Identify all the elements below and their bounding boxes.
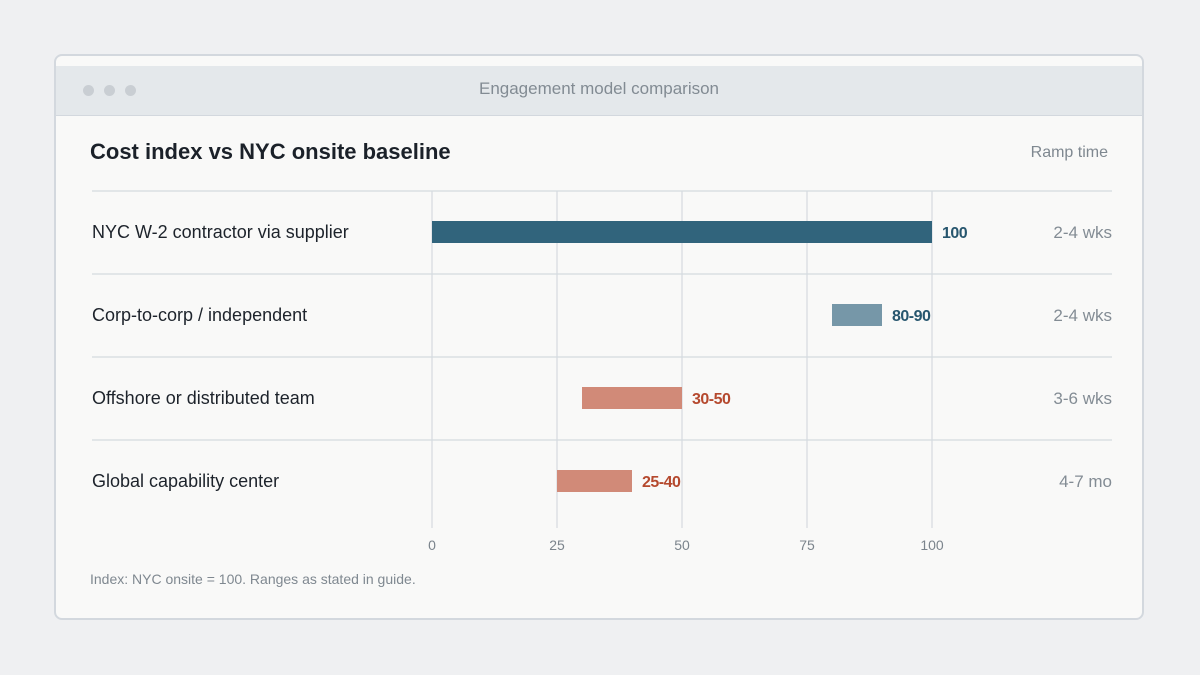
- chart-footnote: Index: NYC onsite = 100. Ranges as state…: [90, 571, 416, 587]
- window-dot-icon: [104, 85, 115, 96]
- value-label: 80-90: [892, 308, 931, 325]
- value-label: 25-40: [642, 474, 681, 491]
- cost-index-chart: NYC W-2 contractor via supplier 100 2-4 wk…: [92, 190, 1112, 553]
- ramp-time-header: Ramp time: [1030, 144, 1108, 161]
- row-label: Corp-to-corp / independent: [92, 305, 307, 325]
- ramp-time-value: 4-7 mo: [1059, 472, 1112, 491]
- row-label: Offshore or distributed team: [92, 388, 315, 408]
- x-tick-label: 0: [428, 537, 436, 553]
- range-bar: [432, 221, 932, 243]
- window-dot-icon: [125, 85, 136, 96]
- value-label: 100: [942, 225, 968, 242]
- row-label: Global capability center: [92, 471, 279, 491]
- range-bar: [557, 470, 632, 492]
- x-tick-label: 25: [549, 537, 565, 553]
- window-title: Engagement model comparison: [478, 79, 720, 98]
- x-tick-label: 100: [920, 537, 944, 553]
- chart-window: Engagement model comparison Cost index v…: [54, 54, 1144, 620]
- ramp-time-value: 3-6 wks: [1053, 389, 1112, 408]
- range-bar: [582, 387, 682, 409]
- window-titlebar: Engagement model comparison: [56, 66, 1142, 116]
- row-label: NYC W-2 contractor via supplier: [92, 222, 349, 242]
- range-bar: [832, 304, 882, 326]
- value-label: 30-50: [692, 391, 731, 408]
- x-tick-label: 50: [674, 537, 690, 553]
- chart-title: Cost index vs NYC onsite baseline: [90, 139, 451, 164]
- ramp-time-value: 2-4 wks: [1053, 306, 1112, 325]
- ramp-time-value: 2-4 wks: [1053, 223, 1112, 242]
- window-dot-icon: [83, 85, 94, 96]
- x-tick-label: 75: [799, 537, 815, 553]
